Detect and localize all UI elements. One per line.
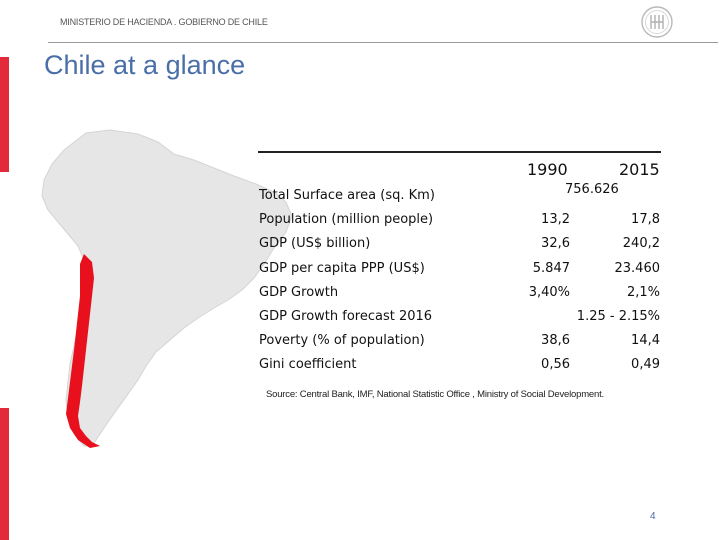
value-gdp-growth-2015: 2,1%: [626, 285, 660, 300]
value-gdp-per-capita-2015: 23.460: [614, 261, 661, 276]
value-gdp-1990: 32,6: [541, 236, 570, 251]
value-population-2015: 17,8: [631, 212, 660, 227]
side-accent-bar-bottom: [0, 408, 9, 540]
value-population-1990: 13,2: [541, 212, 570, 227]
side-accent-bar-top: [0, 57, 9, 172]
row-label-gdp-growth: GDP Growth: [259, 285, 339, 300]
row-label-gdp-per-capita: GDP per capita PPP (US$): [259, 261, 425, 276]
row-label-gdp-forecast: GDP Growth forecast 2016: [259, 309, 433, 324]
value-poverty-2015: 14,4: [631, 333, 660, 348]
row-label-surface: Total Surface area (sq. Km): [259, 188, 435, 203]
header-ministry-text: MINISTERIO DE HACIENDA . GOBIERNO DE CHI…: [60, 17, 268, 27]
row-label-population: Population (million people): [259, 212, 434, 227]
value-gini-2015: 0,49: [631, 357, 660, 372]
column-header-1990: 1990: [527, 160, 568, 179]
value-poverty-1990: 38,6: [541, 333, 570, 348]
row-label-poverty: Poverty (% of population): [259, 333, 425, 348]
value-gini-1990: 0,56: [541, 357, 570, 372]
value-gdp-per-capita-1990: 5.847: [532, 261, 570, 276]
chile-shape: [66, 254, 100, 448]
slide-title: Chile at a glance: [44, 50, 246, 80]
table-top-rule: [258, 151, 661, 153]
value-surface: 756.626: [565, 182, 619, 197]
row-label-gdp: GDP (US$ billion): [259, 236, 371, 251]
ministry-seal-icon: [641, 6, 673, 38]
header-divider: [48, 42, 718, 43]
source-note: Source: Central Bank, IMF, National Stat…: [266, 389, 604, 400]
row-label-gini: Gini coefficient: [259, 357, 357, 372]
page-number: 4: [650, 511, 656, 522]
value-gdp-forecast-2015: 1.25 - 2.15%: [576, 309, 660, 324]
continent-shape: [41, 129, 293, 447]
value-gdp-2015: 240,2: [622, 236, 660, 251]
value-gdp-growth-1990: 3,40%: [528, 285, 570, 300]
column-header-2015: 2015: [619, 160, 660, 179]
south-america-map: [41, 129, 293, 448]
